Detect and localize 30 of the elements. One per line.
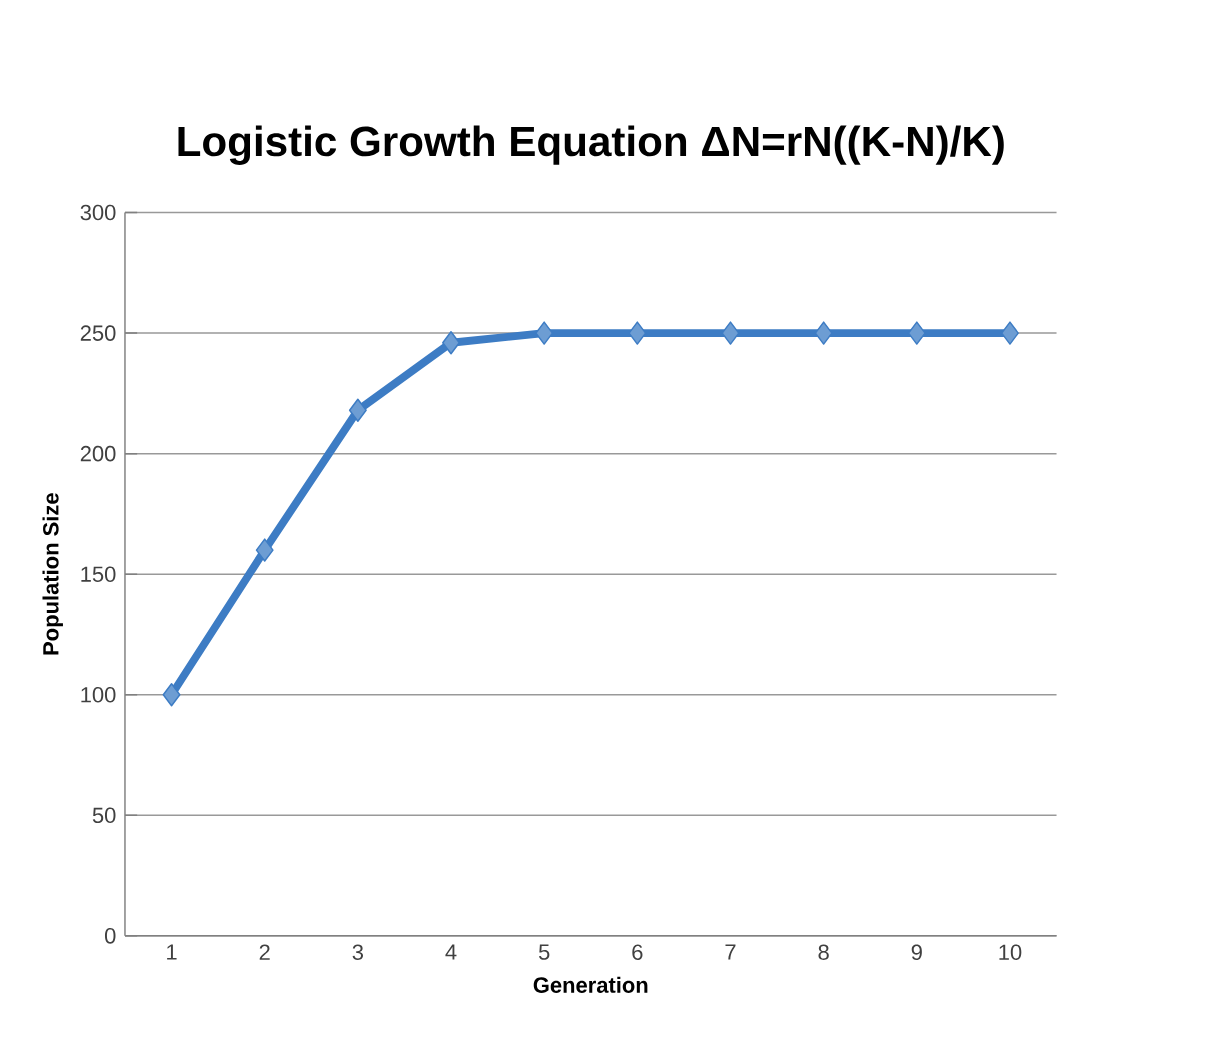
chart-title: Logistic Growth Equation ΔN=rN((K-N)/K) <box>178 125 1004 165</box>
y-tick-label: 0 <box>104 928 116 944</box>
x-tick-label: 5 <box>538 944 550 960</box>
x-tick-label: 8 <box>818 944 829 961</box>
y-tick-label: 200 <box>80 445 116 462</box>
y-tick-label: 150 <box>81 566 116 583</box>
y-tick-label: 250 <box>80 325 116 341</box>
x-tick-label: 4 <box>445 944 457 960</box>
y-tick-label: 50 <box>92 807 116 824</box>
point <box>907 321 926 345</box>
x-tick-label: 3 <box>352 944 364 961</box>
x-tick-label: 6 <box>632 944 643 961</box>
point <box>628 321 647 345</box>
point <box>348 398 367 423</box>
x-tick-label: 1 <box>167 944 177 960</box>
point <box>814 321 833 345</box>
point <box>535 321 554 345</box>
x-tick-label: 9 <box>911 944 922 961</box>
y-axis-title: Population Size <box>42 493 63 655</box>
x-axis-title: Generation <box>533 976 648 993</box>
point <box>1001 321 1019 345</box>
point <box>442 331 460 355</box>
x-tick-label: 10 <box>999 944 1022 961</box>
x-tick-label: 7 <box>725 944 736 960</box>
point <box>721 321 740 345</box>
point <box>255 538 274 562</box>
y-tick-label: 300 <box>80 204 116 221</box>
x-tick-label: 2 <box>259 944 270 960</box>
point <box>162 683 181 707</box>
y-tick-label: 100 <box>81 687 116 703</box>
